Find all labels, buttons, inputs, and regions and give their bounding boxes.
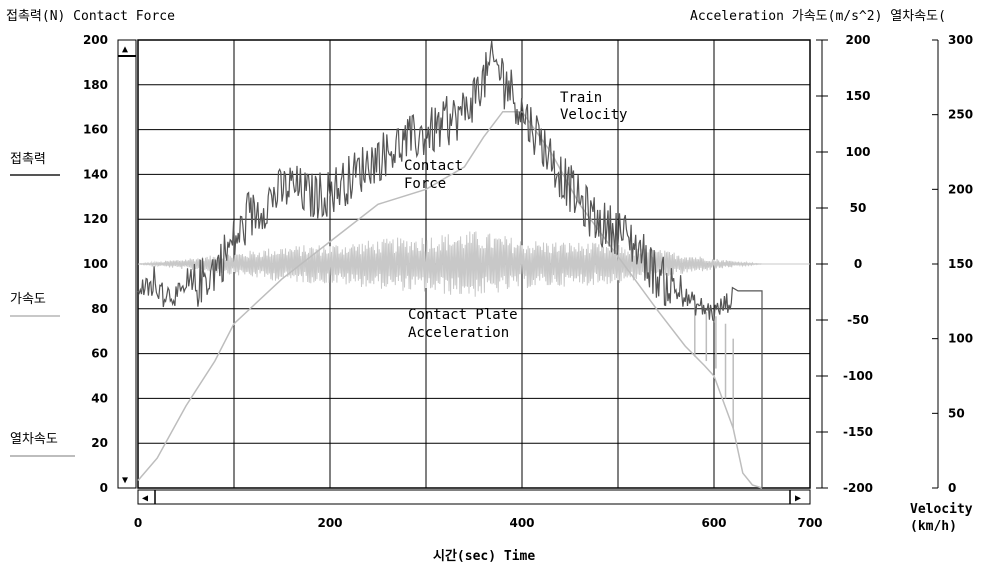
velocity-tick-label: 150 xyxy=(948,257,973,271)
velocity-tick-label: 50 xyxy=(948,406,965,420)
left-tick-label: 200 xyxy=(83,33,108,47)
x-axis-ticks: 0 200 400 600 700 xyxy=(134,516,823,530)
acceleration-line xyxy=(137,231,810,297)
left-tick-label: 180 xyxy=(83,78,108,92)
annotation-contact-force-2: Force xyxy=(404,176,446,192)
velocity-tick-label: 200 xyxy=(948,182,973,196)
series-contact-force xyxy=(137,40,763,488)
series-train-velocity xyxy=(137,110,763,489)
contact-force-line xyxy=(137,40,763,488)
accel-tick-label: -150 xyxy=(843,425,873,439)
scroll-right-icon[interactable]: ▶ xyxy=(795,493,801,504)
scroll-left-icon[interactable]: ◀ xyxy=(142,493,148,504)
velocity-axis-label-1: Velocity xyxy=(910,502,973,517)
legend-train-speed: 열차속도 xyxy=(10,432,58,447)
legend-contact-force: 접촉력 xyxy=(10,152,46,167)
x-axis-label: 시간(sec) Time xyxy=(433,548,535,564)
left-tick-label: 20 xyxy=(91,436,108,450)
legend-acceleration: 가속도 xyxy=(10,292,46,307)
x-tick-label: 0 xyxy=(134,516,142,530)
x-tick-label: 700 xyxy=(797,516,822,530)
accel-tick-label: 150 xyxy=(845,89,870,103)
accel-tick-label: -50 xyxy=(847,313,869,327)
velocity-tick-label: 100 xyxy=(948,332,973,346)
horizontal-scrollbar[interactable] xyxy=(137,489,811,505)
left-axis-title: 접촉력(N) Contact Force xyxy=(6,9,175,24)
accel-tick-label: -200 xyxy=(843,481,873,495)
left-tick-label: 0 xyxy=(100,481,108,495)
annotation-accel-1: Contact Plate xyxy=(408,307,518,323)
x-tick-label: 600 xyxy=(701,516,726,530)
left-tick-label: 120 xyxy=(83,212,108,226)
left-tick-label: 60 xyxy=(91,347,108,361)
series-acceleration xyxy=(137,231,810,297)
vertical-scrollbar[interactable] xyxy=(117,39,137,489)
accel-tick-label: 100 xyxy=(845,145,870,159)
train-velocity-line xyxy=(137,110,763,489)
left-axis-ticks: 0 20 40 60 80 100 120 140 160 180 200 xyxy=(83,33,108,495)
left-tick-label: 140 xyxy=(83,167,108,181)
accel-tick-label: 50 xyxy=(850,201,867,215)
x-tick-label: 400 xyxy=(509,516,534,530)
right-axis-title: Acceleration 가속도(m/s^2) 열차속도( xyxy=(690,9,946,24)
left-tick-label: 40 xyxy=(91,391,108,405)
annotation-train-velocity-2: Velocity xyxy=(560,107,627,123)
x-tick-label: 200 xyxy=(317,516,342,530)
annotation-accel-2: Acceleration xyxy=(408,325,509,341)
left-tick-label: 100 xyxy=(83,257,108,271)
velocity-tick-label: 0 xyxy=(948,481,956,495)
left-tick-label: 80 xyxy=(91,302,108,316)
accel-tick-label: 200 xyxy=(845,33,870,47)
annotation-contact-force-1: Contact xyxy=(404,158,463,174)
velocity-axis-ticks: 0 50 100 150 200 250 300 xyxy=(932,33,973,495)
velocity-tick-label: 250 xyxy=(948,108,973,122)
annotation-train-velocity-1: Train xyxy=(560,90,602,106)
left-tick-label: 160 xyxy=(83,123,108,137)
accel-tick-label: -100 xyxy=(843,369,873,383)
scroll-up-icon[interactable]: ▲ xyxy=(122,44,128,55)
velocity-tick-label: 300 xyxy=(948,33,973,47)
scroll-down-icon[interactable]: ▼ xyxy=(122,475,128,486)
accel-tick-label: 0 xyxy=(854,257,862,271)
velocity-axis-label-2: (km/h) xyxy=(910,519,957,534)
accel-axis-ticks: -200 -150 -100 -50 0 50 100 150 200 xyxy=(816,33,873,495)
